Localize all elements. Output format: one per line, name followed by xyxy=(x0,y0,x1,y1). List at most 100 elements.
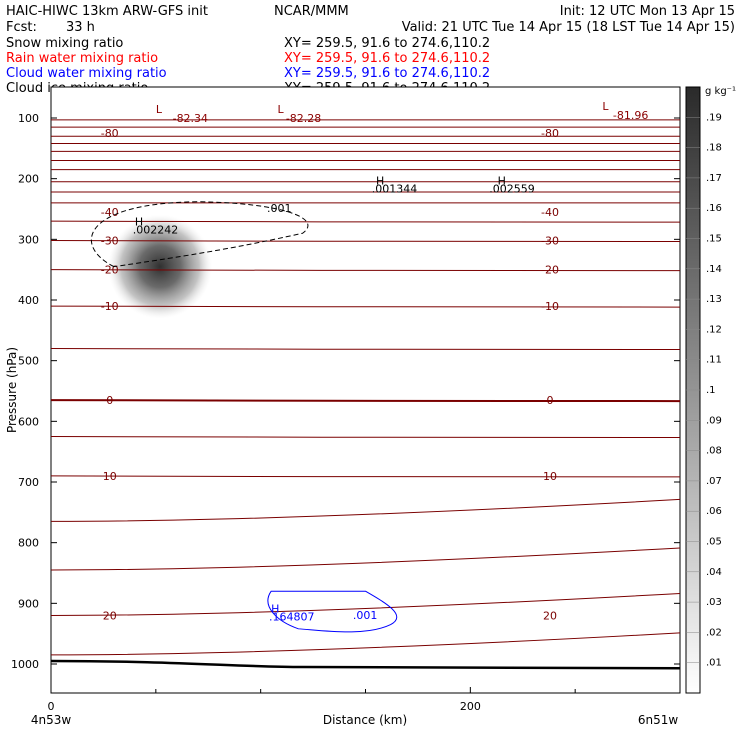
field-name: Cloud water mixing ratio xyxy=(6,66,167,81)
colorbar-label: .17 xyxy=(706,173,722,184)
plot-layer: -80 -80 -40 -40 -30 -30 -20 -20 -10 -10 0 0 10 10 20 20… xyxy=(50,100,681,670)
contour-label: -80 xyxy=(101,127,119,140)
x-tick-label: 200 xyxy=(460,700,481,713)
forecast-hour: 33 h xyxy=(66,20,95,35)
y-axis-label: Pressure (hPa) xyxy=(5,347,19,433)
y-tick-label: 200 xyxy=(18,173,39,186)
colorbar-label: .18 xyxy=(706,143,722,154)
annotation-label: .164807 xyxy=(269,610,315,623)
colorbar: .01 .02 .03 .04 .05 .06 .07 .08 .09 .1 .11 .12 .13 .1… xyxy=(685,86,722,694)
colorbar-label: .01 xyxy=(706,658,722,669)
colorbar-label: .02 xyxy=(706,627,722,638)
x-axis: 0 200 xyxy=(48,687,576,713)
colorbar-label: .03 xyxy=(706,597,722,608)
contour-label: 10 xyxy=(543,470,557,483)
y-tick-label: 600 xyxy=(18,415,39,428)
temperature-contour xyxy=(50,592,681,616)
colorbar-label: .11 xyxy=(706,355,722,366)
temperature-contour xyxy=(50,547,681,571)
colorbar-label: .06 xyxy=(706,506,722,517)
forecast-label: Fcst: xyxy=(6,20,37,35)
annotation-label: L xyxy=(602,100,609,113)
annotation-label: L xyxy=(277,103,284,116)
contour-label: -80 xyxy=(541,127,559,140)
temperature-contour xyxy=(50,220,681,223)
contour-label: -30 xyxy=(541,235,559,248)
x-axis-label: Distance (km) xyxy=(323,713,407,727)
y-tick-label: 1000 xyxy=(11,658,39,671)
colorbar-label: .04 xyxy=(706,567,722,578)
colorbar-label: .16 xyxy=(706,203,722,214)
contour-label: 0 xyxy=(106,394,113,407)
valid-time: Valid: 21 UTC Tue 14 Apr 15 (18 LST Tue … xyxy=(402,20,735,35)
contour-label: 20 xyxy=(543,609,557,622)
colorbar-label: .12 xyxy=(706,324,722,335)
annotation-label: .002559 xyxy=(489,183,535,196)
colorbar-label: .1 xyxy=(706,385,716,396)
terrain-line xyxy=(50,659,681,670)
contour-label: -30 xyxy=(101,235,119,248)
y-tick-label: 700 xyxy=(18,476,39,489)
plot-area xyxy=(50,86,681,694)
y-tick-label: 900 xyxy=(18,597,39,610)
y-tick-label: 500 xyxy=(18,355,39,368)
x-end-label: 6n51w xyxy=(638,713,679,727)
field-xy: XY= 259.5, 91.6 to 274.6,110.2 xyxy=(284,51,490,66)
temperature-contour xyxy=(50,269,681,272)
field-name: Snow mixing ratio xyxy=(6,36,123,51)
init-time: Init: 12 UTC Mon 13 Apr 15 xyxy=(560,4,735,19)
annotation-label: -81.96 xyxy=(613,109,648,122)
annotation-label: -82.34 xyxy=(173,112,208,125)
colorbar-label: .15 xyxy=(706,234,722,245)
y-tick-label: 400 xyxy=(18,294,39,307)
colorbar-label: .19 xyxy=(706,112,722,123)
cloud-water-contour xyxy=(267,590,398,633)
contour-label: 20 xyxy=(103,609,117,622)
temperature-contour xyxy=(50,498,681,522)
contour-label: -20 xyxy=(101,264,119,277)
field-xy: XY= 259.5, 91.6 to 274.6,110.2 xyxy=(284,36,490,51)
annotation-label: .001 xyxy=(267,202,292,215)
colorbar-label: .08 xyxy=(706,446,722,457)
temperature-contour xyxy=(50,632,681,656)
contour-label: 0 xyxy=(547,394,554,407)
temperature-contour xyxy=(50,399,681,403)
annotation-label: H xyxy=(271,602,279,615)
colorbar-label: .09 xyxy=(706,415,722,426)
contour-label: -10 xyxy=(101,300,119,313)
temperature-contour xyxy=(50,240,681,243)
y-tick-label: 300 xyxy=(18,233,39,246)
annotation-label: -82.28 xyxy=(286,112,321,125)
x-start-label: 4n53w xyxy=(31,713,72,727)
annotation-label: .002242 xyxy=(133,223,179,236)
snow-contour xyxy=(90,201,309,268)
annotation-label: .001 xyxy=(353,609,378,622)
contour-label: 10 xyxy=(103,470,117,483)
colorbar-label: .13 xyxy=(706,294,722,305)
temperature-contour xyxy=(50,475,681,478)
colorbar-unit: g kg⁻¹ xyxy=(705,86,736,97)
colorbar-label: .05 xyxy=(706,537,722,548)
temperature-contour xyxy=(50,436,681,439)
colorbar-label: .07 xyxy=(706,476,722,487)
institution: NCAR/MMM xyxy=(274,4,349,19)
contour-label: -40 xyxy=(101,206,119,219)
annotation-label: H xyxy=(376,175,384,188)
contour-label: -10 xyxy=(541,300,559,313)
field-xy: XY= 259.5, 91.6 to 274.6,110.2 xyxy=(284,66,490,81)
contour-label: -40 xyxy=(541,206,559,219)
y-tick-label: 100 xyxy=(18,112,39,125)
temperature-contour xyxy=(50,305,681,308)
x-tick-label: 0 xyxy=(48,700,55,713)
annotation-label: .001344 xyxy=(372,183,418,196)
annotation-label: L xyxy=(156,103,163,116)
field-name: Rain water mixing ratio xyxy=(6,51,158,66)
y-tick-label: 800 xyxy=(18,537,39,550)
annotation-label: H xyxy=(498,175,506,188)
colorbar-label: .14 xyxy=(706,264,722,275)
annotation-label: H xyxy=(135,215,143,228)
contour-label: -20 xyxy=(541,264,559,277)
model-title: HAIC-HIWC 13km ARW-GFS init xyxy=(6,4,208,19)
